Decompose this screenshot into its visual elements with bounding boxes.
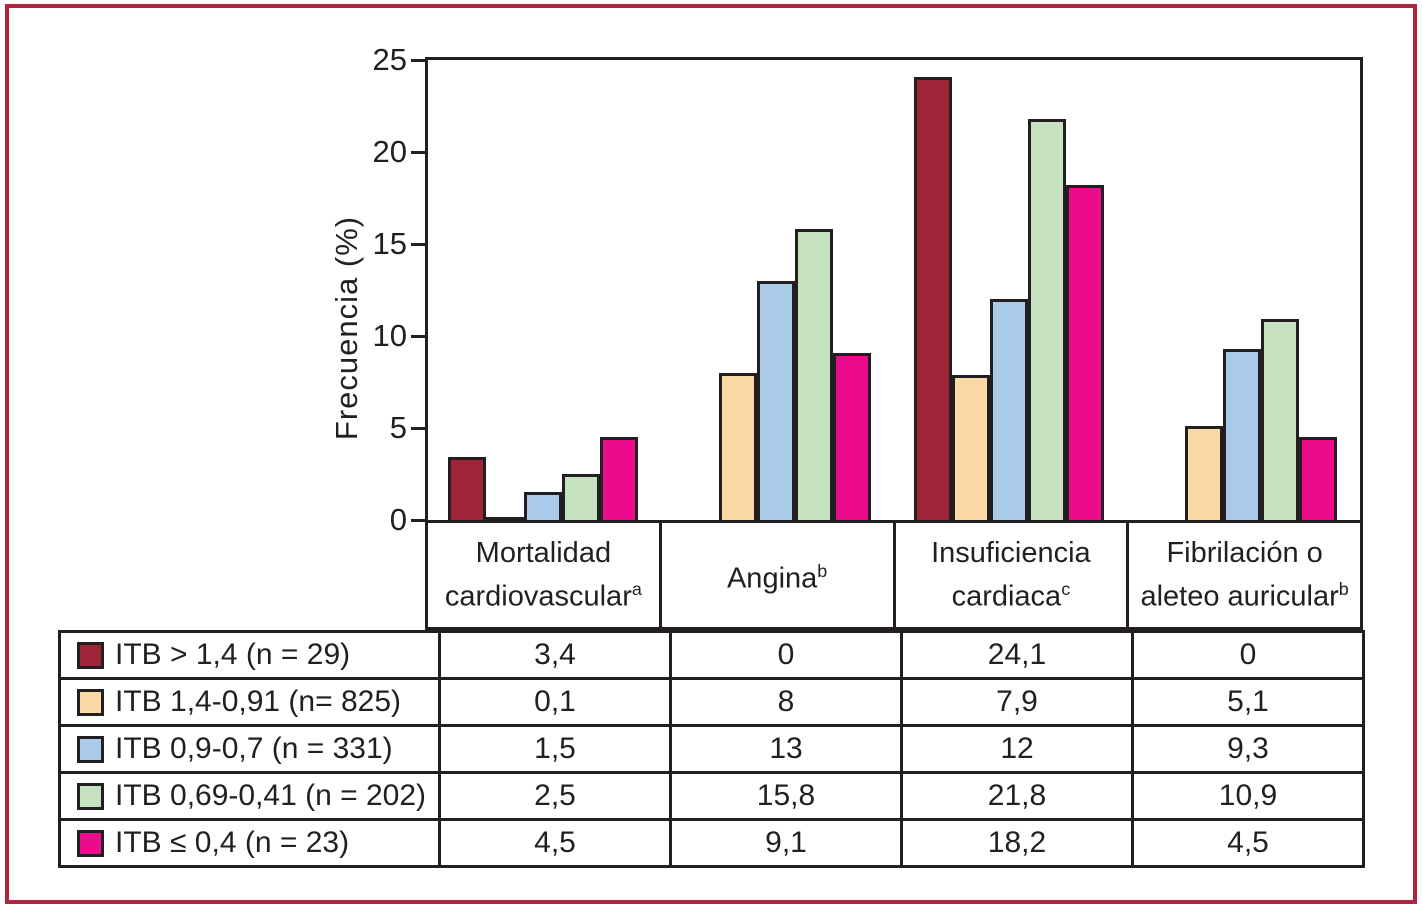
- value-cell-r2-c1: 0,1: [438, 677, 672, 727]
- value-cell-r3-c2: 13: [669, 724, 903, 774]
- value-cell-r4-c3: 21,8: [900, 771, 1134, 821]
- y-tick-mark: [411, 151, 425, 154]
- category-header-3: Insuficiencia cardiacac: [896, 523, 1130, 627]
- value-cell-r5-c4: 4,5: [1131, 818, 1365, 868]
- bar-series4-group1: [562, 474, 600, 520]
- value-cell-r5-c2: 9,1: [669, 818, 903, 868]
- plot-area: [425, 57, 1363, 523]
- legend-entry: ITB 1,4-0,91 (n= 825): [77, 685, 438, 719]
- bars-layer: [428, 60, 1360, 520]
- category-header-2: Anginab: [662, 523, 896, 627]
- category-header-line: cardiacac: [951, 579, 1071, 613]
- category-header-line: cardiovasculara: [444, 579, 642, 613]
- bar-series3-group4: [1223, 349, 1261, 520]
- legend-entry: ITB 0,9-0,7 (n = 331): [77, 732, 438, 766]
- table-row: ITB 0,69-0,41 (n = 202) 2,5 15,8 21,8 10,9: [58, 771, 1365, 821]
- legend-entry: ITB ≤ 0,4 (n = 23): [77, 826, 438, 860]
- table-row: ITB > 1,4 (n = 29) 3,4 0 24,1 0: [58, 630, 1365, 680]
- legend-entry: ITB 0,69-0,41 (n = 202): [77, 779, 438, 813]
- bar-series5-group3: [1066, 185, 1104, 520]
- category-footnote-marker: b: [1338, 579, 1349, 600]
- category-footnote-marker: c: [1061, 579, 1071, 600]
- value-cell-r5-c3: 18,2: [900, 818, 1134, 868]
- bar-series4-group4: [1261, 319, 1299, 520]
- bar-series5-group4: [1299, 437, 1337, 520]
- value-cell-r2-c3: 7,9: [900, 677, 1134, 727]
- data-table: ITB > 1,4 (n = 29) 3,4 0 24,1 0 ITB 1,4-0,91 …: [58, 630, 1365, 868]
- bar-series2-group4: [1185, 426, 1223, 520]
- y-tick-mark: [411, 427, 425, 430]
- y-tick-mark: [411, 243, 425, 246]
- value-cell-r5-c1: 4,5: [438, 818, 672, 868]
- category-header-line: Insuficiencia: [931, 537, 1091, 570]
- category-footnote-marker: a: [631, 579, 642, 600]
- bar-series1-group1: [448, 457, 486, 520]
- value-cell-r1-c3: 24,1: [900, 630, 1134, 680]
- bar-series3-group3: [990, 299, 1028, 520]
- legend-entry: ITB > 1,4 (n = 29): [77, 638, 438, 672]
- category-header-4: Fibrilación o aleteo auricularb: [1129, 523, 1360, 627]
- bar-series5-group1: [600, 437, 638, 520]
- category-header-line: Fibrilación o: [1166, 537, 1323, 570]
- table-row: ITB 0,9-0,7 (n = 331) 1,5 13 12 9,3: [58, 724, 1365, 774]
- y-tick-label: 0: [389, 502, 407, 537]
- bar-series2-group2: [719, 373, 757, 520]
- legend-swatch: [77, 782, 104, 810]
- value-cell-r1-c2: 0: [669, 630, 903, 680]
- category-header-line: aleteo auricularb: [1140, 579, 1349, 613]
- y-tick-mark: [411, 59, 425, 62]
- category-header-line: Anginab: [726, 561, 828, 595]
- legend-swatch: [77, 735, 104, 763]
- value-cell-r2-c2: 8: [669, 677, 903, 727]
- table-row: ITB 1,4-0,91 (n= 825) 0,1 8 7,9 5,1: [58, 677, 1365, 727]
- value-cell-r3-c4: 9,3: [1131, 724, 1365, 774]
- bar-series1-group3: [914, 77, 952, 520]
- category-header-row: Mortalidad cardiovasculara Anginab Insufici…: [425, 523, 1363, 630]
- legend-label: ITB 1,4-0,91 (n= 825): [115, 685, 401, 718]
- bar-series2-group1: [486, 517, 524, 520]
- value-cell-r1-c4: 0: [1131, 630, 1365, 680]
- legend-label: ITB > 1,4 (n = 29): [115, 638, 351, 671]
- bar-series3-group2: [757, 281, 795, 520]
- figure-frame: [5, 4, 1417, 904]
- legend-cell: ITB 0,69-0,41 (n = 202): [58, 771, 441, 821]
- legend-cell: ITB > 1,4 (n = 29): [58, 630, 441, 680]
- y-tick-label: 10: [372, 318, 407, 353]
- bar-series5-group2: [833, 353, 871, 520]
- value-cell-r3-c1: 1,5: [438, 724, 672, 774]
- legend-label: ITB 0,9-0,7 (n = 331): [115, 732, 393, 765]
- value-cell-r3-c3: 12: [900, 724, 1134, 774]
- value-cell-r2-c4: 5,1: [1131, 677, 1365, 727]
- y-tick-label: 5: [389, 410, 407, 445]
- value-cell-r4-c2: 15,8: [669, 771, 903, 821]
- legend-cell: ITB 1,4-0,91 (n= 825): [58, 677, 441, 727]
- y-tick-mark: [411, 335, 425, 338]
- legend-swatch: [77, 688, 104, 716]
- legend-swatch: [77, 829, 104, 857]
- legend-label: ITB 0,69-0,41 (n = 202): [115, 779, 427, 812]
- category-header-1: Mortalidad cardiovasculara: [428, 523, 662, 627]
- y-tick-label: 25: [372, 42, 407, 77]
- bar-series4-group3: [1028, 119, 1066, 520]
- value-cell-r4-c4: 10,9: [1131, 771, 1365, 821]
- value-cell-r1-c1: 3,4: [438, 630, 672, 680]
- legend-cell: ITB 0,9-0,7 (n = 331): [58, 724, 441, 774]
- y-tick-mark: [411, 519, 425, 522]
- value-cell-r4-c1: 2,5: [438, 771, 672, 821]
- table-row: ITB ≤ 0,4 (n = 23) 4,5 9,1 18,2 4,5: [58, 818, 1365, 868]
- bar-series2-group3: [952, 375, 990, 520]
- category-footnote-marker: b: [817, 561, 828, 582]
- bar-series3-group1: [524, 492, 562, 520]
- y-tick-label: 20: [372, 134, 407, 169]
- category-header-line: Mortalidad: [475, 537, 612, 570]
- legend-cell: ITB ≤ 0,4 (n = 23): [58, 818, 441, 868]
- y-tick-label: 15: [372, 226, 407, 261]
- legend-label: ITB ≤ 0,4 (n = 23): [115, 826, 350, 859]
- legend-swatch: [77, 641, 104, 669]
- bar-series4-group2: [795, 229, 833, 520]
